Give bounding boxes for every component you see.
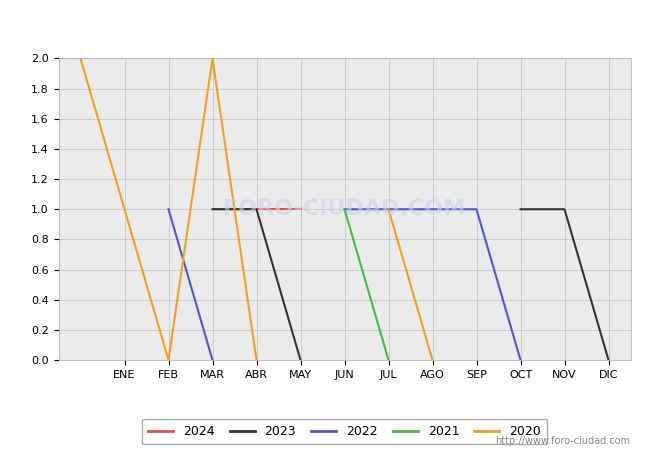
Text: http://www.foro-ciudad.com: http://www.foro-ciudad.com (495, 436, 630, 446)
Legend: 2024, 2023, 2022, 2021, 2020: 2024, 2023, 2022, 2021, 2020 (142, 418, 547, 444)
Text: Matriculaciones de Vehiculos en Mombuey: Matriculaciones de Vehiculos en Mombuey (133, 16, 517, 34)
Text: FORO-CIUDAD.COM: FORO-CIUDAD.COM (224, 199, 465, 219)
